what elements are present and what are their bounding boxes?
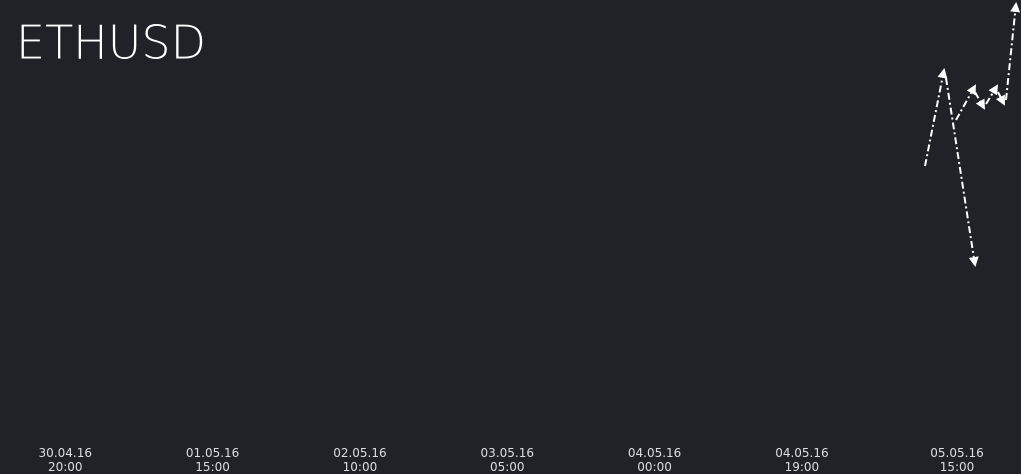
arrow [924,68,948,167]
arrow [985,84,999,105]
x-tick-label: 01.05.16 15:00 [185,446,240,474]
arrow [1005,2,1021,101]
arrow [995,91,1005,106]
x-tick-label: 30.04.16 20:00 [38,446,92,474]
chart-title: ETHUSD [16,16,206,70]
annotations [924,2,1021,267]
arrow [955,84,976,121]
x-tick-label: 04.05.16 00:00 [627,446,682,474]
arrow [945,77,979,267]
x-tick-label: 03.05.16 05:00 [480,446,534,474]
x-tick-label: 05.05.16 15:00 [930,446,984,474]
x-tick-label: 02.05.16 10:00 [333,446,387,474]
x-tick-label: 04.05.16 19:00 [775,446,829,474]
arrow [974,91,985,110]
